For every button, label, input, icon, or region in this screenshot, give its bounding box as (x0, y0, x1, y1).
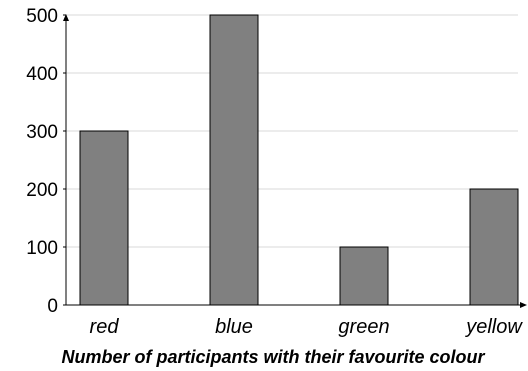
bar-red (79, 130, 129, 306)
y-tick-label: 400 (26, 64, 58, 85)
y-axis-arrow (63, 14, 69, 21)
x-axis-arrow (520, 302, 527, 308)
category-label-green: green (338, 316, 389, 338)
category-label-blue: blue (215, 316, 253, 338)
y-tick-label: 100 (26, 238, 58, 259)
axes (63, 14, 527, 308)
category-labels: red blue green yellow (90, 316, 524, 338)
y-tick-label: 500 (26, 6, 58, 27)
y-tick-label: 300 (26, 122, 58, 143)
bars (79, 14, 519, 306)
category-label-yellow: yellow (464, 316, 523, 338)
category-label-red: red (90, 316, 120, 338)
y-tick-label: 0 (47, 296, 58, 317)
y-tick-labels: 0 100 200 300 400 500 (26, 6, 66, 317)
bar-yellow (469, 188, 519, 306)
grid-lines (66, 14, 518, 248)
bar-blue (209, 14, 259, 306)
chart-title: Number of participants with their favour… (61, 347, 485, 367)
bar-green (339, 246, 389, 306)
y-tick-label: 200 (26, 180, 58, 201)
